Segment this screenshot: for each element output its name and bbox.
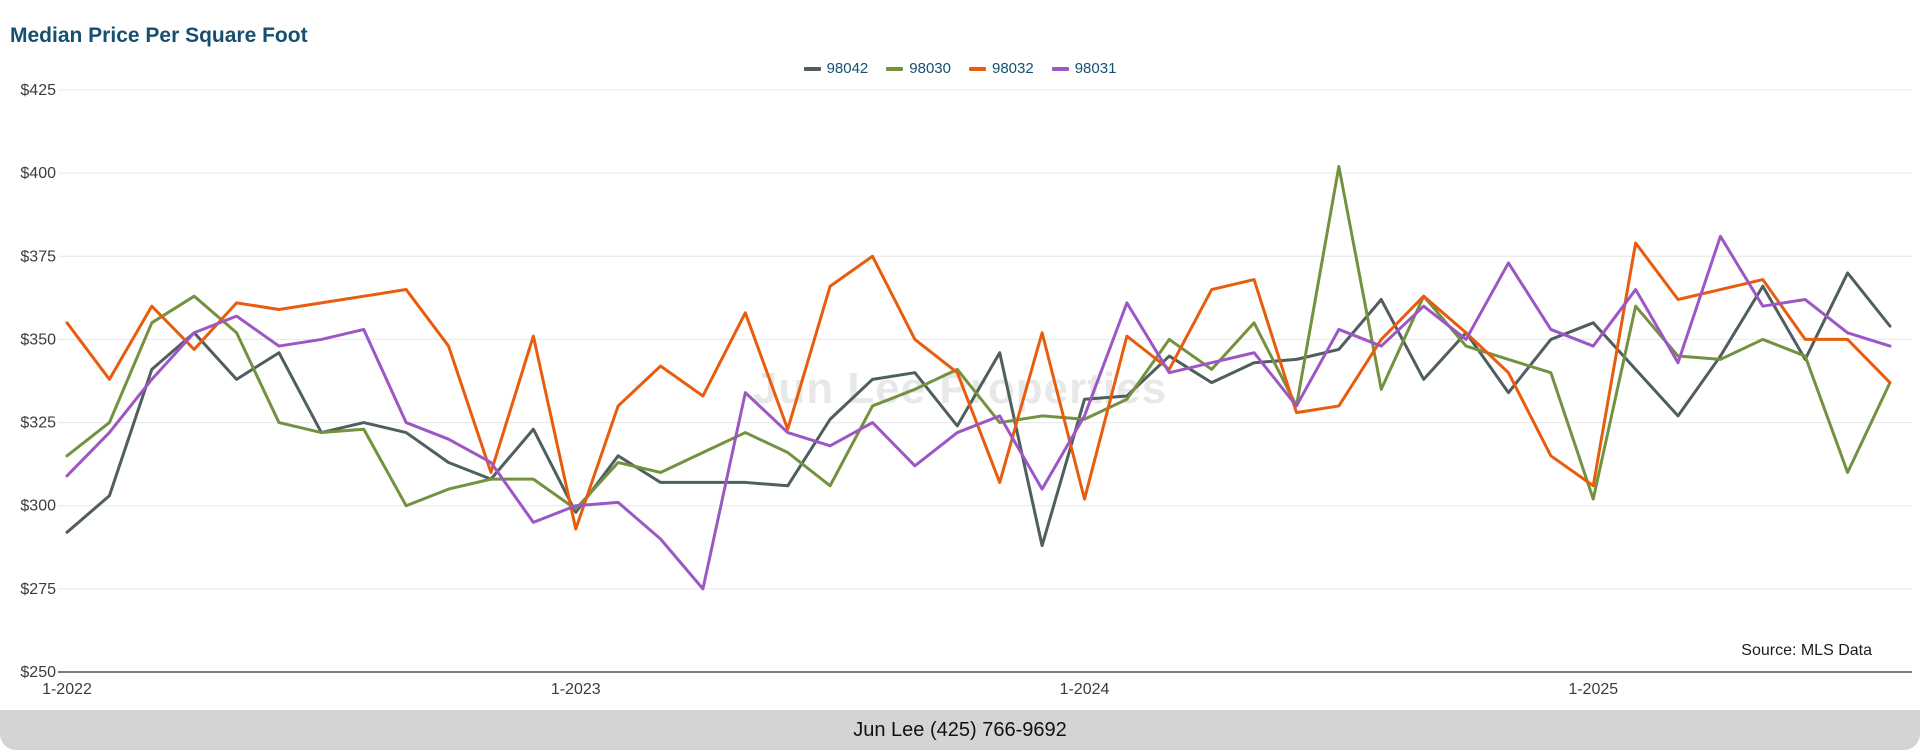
x-axis-label: 1-2025 bbox=[1568, 681, 1618, 698]
y-axis-label: $300 bbox=[20, 498, 56, 515]
page-title: Median Price Per Square Foot bbox=[10, 24, 308, 47]
legend-swatch-98042 bbox=[803, 66, 821, 71]
series-line-98032 bbox=[65, 241, 1892, 531]
series-line-98031 bbox=[65, 234, 1892, 591]
y-axis-label: $350 bbox=[20, 331, 56, 348]
footer-bar: Jun Lee (425) 766-9692 bbox=[0, 710, 1920, 750]
y-axis-label: $275 bbox=[20, 581, 56, 598]
x-axis-label: 1-2024 bbox=[1060, 681, 1110, 698]
legend-swatch-98032 bbox=[969, 66, 986, 71]
x-axis-label: 1-2023 bbox=[551, 681, 601, 698]
legend-item-98030[interactable]: 98030 bbox=[886, 60, 951, 77]
chart-canvas: $250 $275 $300 $325 $350 $375 $400 $425 1-2022 1-… bbox=[20, 82, 1912, 698]
legend-label: 98032 bbox=[992, 60, 1034, 77]
legend-swatch-98031 bbox=[1051, 66, 1069, 71]
legend-label: 98031 bbox=[1074, 60, 1117, 77]
y-axis-label: $250 bbox=[20, 664, 56, 681]
legend-item-98031[interactable]: 98031 bbox=[1051, 60, 1117, 77]
legend-label: 98042 bbox=[826, 60, 869, 77]
source-note: Source: MLS Data bbox=[1741, 642, 1872, 659]
legend-item-98042[interactable]: 98042 bbox=[803, 60, 869, 77]
y-axis-label: $325 bbox=[20, 415, 56, 432]
series-line-98042 bbox=[65, 271, 1892, 548]
legend-label: 98030 bbox=[909, 60, 951, 77]
legend-item-98032[interactable]: 98032 bbox=[969, 60, 1034, 77]
y-axis-label: $425 bbox=[20, 82, 56, 99]
y-axis-label: $375 bbox=[20, 248, 56, 265]
chart-legend: 98042 98030 98032 98031 bbox=[0, 60, 1920, 77]
y-axis-label: $400 bbox=[20, 165, 56, 182]
series-line-98030 bbox=[65, 164, 1892, 511]
legend-swatch-98030 bbox=[886, 66, 904, 71]
x-axis-label: 1-2022 bbox=[42, 681, 92, 698]
footer-contact: Jun Lee (425) 766-9692 bbox=[853, 718, 1067, 741]
